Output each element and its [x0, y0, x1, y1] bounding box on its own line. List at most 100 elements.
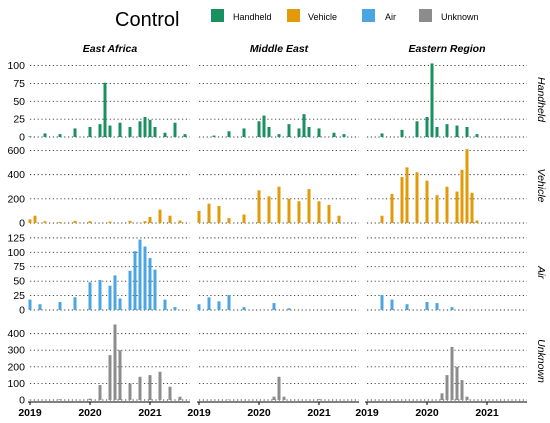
bar — [287, 124, 291, 137]
bar — [282, 396, 286, 400]
bar — [133, 251, 137, 310]
y-tick-label: 100 — [7, 378, 25, 390]
bar — [342, 134, 346, 137]
bar — [380, 133, 384, 137]
bar — [450, 346, 454, 400]
bar — [327, 204, 331, 223]
bar — [435, 303, 439, 310]
y-tick-label: 0 — [19, 218, 25, 230]
bar — [455, 191, 459, 223]
bar — [138, 239, 142, 310]
x-tick-label: 2019 — [187, 407, 211, 419]
column-title: Eastern Region — [408, 43, 485, 55]
legend-swatch — [419, 9, 432, 22]
bar — [380, 215, 384, 223]
bar — [445, 186, 449, 223]
bar — [405, 167, 409, 223]
bar — [430, 63, 434, 137]
legend-label: Unknown — [441, 12, 479, 22]
x-tick-label: 2019 — [18, 407, 42, 419]
bar — [197, 304, 201, 310]
bar — [103, 82, 107, 137]
bar — [242, 307, 246, 310]
bar — [158, 371, 162, 400]
x-tick-label: 2021 — [138, 407, 162, 419]
bar — [108, 221, 112, 223]
bar — [148, 216, 152, 223]
bar — [212, 135, 216, 137]
bar — [465, 149, 469, 223]
bar — [163, 132, 167, 137]
bar — [272, 396, 276, 400]
panels — [28, 63, 527, 401]
bar — [470, 192, 474, 223]
bar — [178, 396, 182, 400]
bar — [73, 297, 77, 310]
bar — [73, 128, 77, 137]
bar — [405, 304, 409, 310]
legend-entry-unknown: Unknown — [419, 9, 479, 22]
column-title: Middle East — [250, 43, 309, 55]
bar — [475, 134, 479, 137]
bar — [425, 180, 429, 223]
bar — [450, 307, 454, 310]
bar — [277, 186, 281, 223]
bar — [58, 134, 62, 137]
bar — [465, 396, 469, 400]
bar — [227, 131, 231, 137]
x-tick-label: 2021 — [307, 407, 331, 419]
bar — [128, 270, 132, 310]
bar — [337, 215, 341, 223]
bar — [128, 220, 132, 223]
bar — [28, 299, 32, 310]
bar — [217, 301, 221, 310]
bar — [317, 399, 321, 400]
panel-air-middle-east — [197, 237, 359, 311]
row-strip-label: Handheld — [535, 77, 547, 123]
bar — [267, 127, 271, 137]
bar — [465, 127, 469, 137]
bar — [332, 132, 336, 137]
legend-entry-handheld: Handheld — [211, 9, 272, 22]
bar — [178, 220, 182, 223]
bar — [242, 214, 246, 223]
bar — [287, 198, 291, 223]
bar — [297, 128, 301, 137]
y-tick-label: 75 — [13, 78, 25, 90]
legend-swatch — [211, 9, 224, 22]
bar — [143, 117, 147, 137]
panel-handheld-eastern-region — [367, 63, 527, 138]
bar — [88, 221, 92, 223]
bar — [108, 125, 112, 137]
bar — [445, 124, 449, 137]
bar — [390, 193, 394, 223]
panel-unknown-east-africa — [28, 324, 190, 401]
bar — [148, 375, 152, 400]
bar — [197, 210, 201, 223]
bar — [307, 127, 311, 137]
y-tick-label: 0 — [19, 132, 25, 144]
x-tick-label: 2020 — [415, 407, 439, 419]
row-strip-labels: Handheld Vehicle Air Unknown — [535, 77, 547, 383]
y-tick-label: 100 — [7, 247, 25, 259]
bar — [207, 297, 211, 310]
legend-label: Handheld — [233, 12, 272, 22]
bar — [88, 127, 92, 137]
bar — [148, 258, 152, 310]
bar — [173, 307, 177, 310]
bar — [58, 222, 62, 223]
bar — [108, 285, 112, 310]
bar — [28, 399, 32, 401]
row-strip-label: Vehicle — [535, 168, 547, 202]
bar — [445, 375, 449, 400]
bar — [257, 190, 261, 223]
bar — [158, 209, 162, 223]
y-tick-label: 600 — [7, 145, 25, 157]
legend-swatch — [287, 9, 300, 22]
bar — [227, 399, 231, 401]
legend: Control Handheld Vehicle Air Unknown — [115, 9, 479, 31]
bar — [317, 128, 321, 137]
legend-swatch — [362, 9, 375, 22]
bar — [217, 206, 221, 223]
